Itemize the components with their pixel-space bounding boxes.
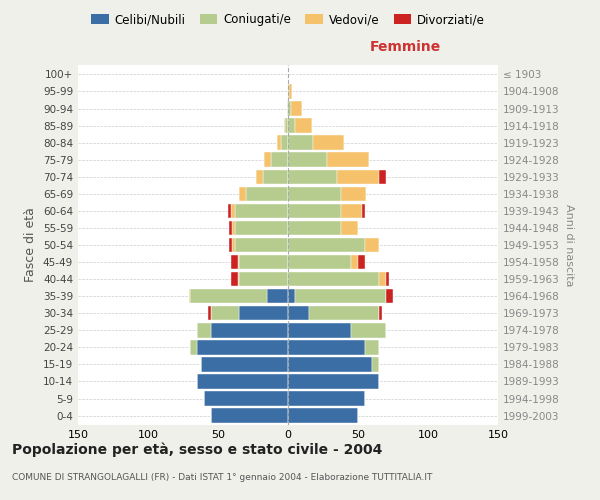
- Bar: [235, 238, 288, 252]
- Bar: [232, 238, 235, 252]
- Bar: [337, 170, 379, 184]
- Bar: [288, 186, 341, 201]
- Bar: [263, 170, 288, 184]
- Bar: [379, 272, 386, 286]
- Bar: [288, 392, 365, 406]
- Bar: [287, 102, 288, 116]
- Bar: [230, 255, 238, 270]
- Bar: [379, 170, 386, 184]
- Text: COMUNE DI STRANGOLAGALLI (FR) - Dati ISTAT 1° gennaio 2004 - Elaborazione TUTTIT: COMUNE DI STRANGOLAGALLI (FR) - Dati IST…: [12, 472, 433, 482]
- Bar: [291, 102, 302, 116]
- Bar: [288, 152, 327, 167]
- Bar: [235, 220, 288, 235]
- Bar: [288, 102, 291, 116]
- Bar: [313, 136, 344, 150]
- Bar: [288, 340, 365, 354]
- Bar: [232, 220, 235, 235]
- Bar: [201, 357, 288, 372]
- Bar: [295, 118, 312, 133]
- Bar: [235, 204, 288, 218]
- Bar: [365, 238, 379, 252]
- Bar: [362, 204, 365, 218]
- Bar: [289, 84, 292, 98]
- Text: Femmine: Femmine: [370, 40, 441, 54]
- Bar: [190, 340, 197, 354]
- Bar: [197, 340, 288, 354]
- Bar: [230, 272, 238, 286]
- Bar: [386, 289, 393, 304]
- Bar: [288, 84, 289, 98]
- Bar: [327, 152, 369, 167]
- Bar: [208, 306, 211, 320]
- Bar: [229, 220, 232, 235]
- Bar: [264, 152, 271, 167]
- Bar: [288, 220, 341, 235]
- Bar: [246, 186, 288, 201]
- Bar: [288, 136, 313, 150]
- Bar: [197, 374, 288, 388]
- Bar: [238, 255, 239, 270]
- Bar: [386, 272, 389, 286]
- Bar: [288, 255, 351, 270]
- Bar: [238, 272, 239, 286]
- Bar: [285, 118, 288, 133]
- Text: Popolazione per età, sesso e stato civile - 2004: Popolazione per età, sesso e stato civil…: [12, 442, 382, 457]
- Bar: [239, 186, 246, 201]
- Bar: [288, 289, 295, 304]
- Bar: [267, 289, 288, 304]
- Bar: [288, 323, 351, 338]
- Bar: [211, 323, 288, 338]
- Bar: [288, 272, 379, 286]
- Bar: [284, 118, 285, 133]
- Bar: [288, 118, 295, 133]
- Y-axis label: Anni di nascita: Anni di nascita: [563, 204, 574, 286]
- Bar: [351, 323, 386, 338]
- Bar: [365, 340, 379, 354]
- Bar: [358, 255, 365, 270]
- Bar: [256, 170, 263, 184]
- Bar: [239, 306, 288, 320]
- Bar: [204, 392, 288, 406]
- Bar: [372, 357, 379, 372]
- Bar: [288, 170, 337, 184]
- Bar: [309, 306, 379, 320]
- Bar: [341, 186, 367, 201]
- Bar: [341, 220, 358, 235]
- Y-axis label: Fasce di età: Fasce di età: [25, 208, 37, 282]
- Bar: [288, 238, 365, 252]
- Bar: [190, 289, 267, 304]
- Bar: [341, 204, 362, 218]
- Bar: [197, 323, 211, 338]
- Bar: [188, 289, 190, 304]
- Bar: [239, 255, 288, 270]
- Bar: [229, 238, 232, 252]
- Bar: [288, 408, 358, 423]
- Bar: [211, 306, 239, 320]
- Bar: [351, 255, 358, 270]
- Bar: [211, 408, 288, 423]
- Bar: [288, 357, 372, 372]
- Bar: [277, 136, 281, 150]
- Bar: [288, 306, 309, 320]
- Bar: [295, 289, 386, 304]
- Bar: [228, 204, 230, 218]
- Bar: [379, 306, 382, 320]
- Legend: Celibi/Nubili, Coniugati/e, Vedovi/e, Divorziati/e: Celibi/Nubili, Coniugati/e, Vedovi/e, Di…: [86, 8, 490, 31]
- Bar: [230, 204, 235, 218]
- Bar: [288, 374, 379, 388]
- Bar: [271, 152, 288, 167]
- Bar: [239, 272, 288, 286]
- Bar: [281, 136, 288, 150]
- Bar: [288, 204, 341, 218]
